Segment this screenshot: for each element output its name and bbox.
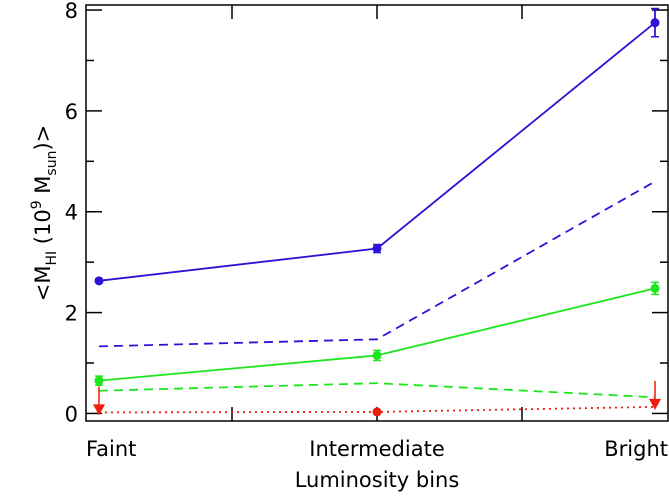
data-point (650, 18, 660, 28)
data-point (372, 244, 382, 254)
y-tick-label: 4 (65, 201, 78, 225)
series-line (98, 180, 656, 348)
y-tick-label: 6 (65, 100, 78, 124)
x-tick-label: Faint (86, 437, 136, 461)
data-point (94, 276, 104, 286)
data-point (94, 376, 104, 386)
data-point (372, 350, 382, 360)
series-layer (93, 7, 661, 417)
upper-limit-head (649, 398, 661, 410)
series-line (98, 405, 656, 414)
upper-limit-head (93, 404, 105, 416)
y-tick-label: 2 (65, 302, 78, 326)
series-line (98, 287, 656, 382)
x-tick-label: Bright (604, 437, 668, 461)
y-axis-label: <MHI (109 Msun)> (29, 125, 60, 302)
data-point (372, 407, 382, 417)
y-tick-label: 8 (65, 0, 78, 23)
x-axis-label: Luminosity bins (295, 468, 460, 492)
x-tick-label: Intermediate (309, 437, 445, 461)
series-line (98, 382, 656, 399)
data-point (650, 283, 660, 293)
y-tick-label: 0 (65, 402, 78, 426)
tick-labels: 0 2 4 6 8 Faint Intermediate Bright (65, 0, 668, 461)
series-line (98, 21, 656, 282)
